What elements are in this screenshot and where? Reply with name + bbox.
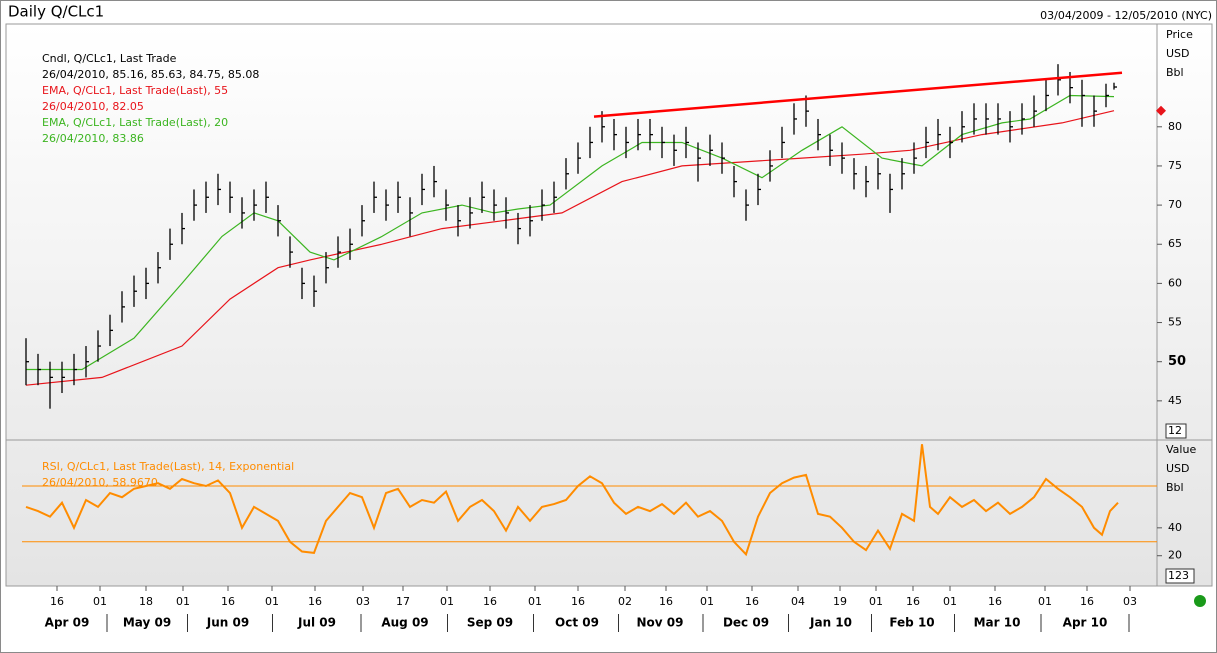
legend-text: RSI, Q/CLc1, Last Trade(Last), 14, Expon…: [42, 460, 294, 473]
rsi-line: [25, 444, 1119, 557]
y-tick-label: 60: [1168, 276, 1182, 289]
y-tick-label: 40: [1168, 521, 1182, 534]
y-tick-label: 50: [1168, 354, 1186, 369]
scale-box-label: 12: [1168, 424, 1182, 437]
x-tick-label: 01: [700, 595, 714, 608]
x-tick-label: 02: [618, 595, 632, 608]
panel-bg: [5, 23, 1213, 587]
month-label: Sep 09: [467, 616, 513, 630]
x-tick-label: 03: [356, 595, 370, 608]
ema-line: [25, 110, 1115, 386]
x-tick-label: 01: [528, 595, 542, 608]
trendline: [593, 71, 1123, 118]
x-tick-label: 16: [50, 595, 64, 608]
month-label: May 09: [123, 616, 171, 630]
legend-text: 26/04/2010, 85.16, 85.63, 84.75, 85.08: [42, 68, 259, 81]
month-label: Jul 09: [297, 616, 336, 630]
legend-text: 26/04/2010, 82.05: [42, 100, 144, 113]
axis-label: Bbl: [1166, 66, 1184, 79]
y-tick-label: 65: [1168, 237, 1182, 250]
month-label: Jan 10: [809, 616, 852, 630]
axis-label: Bbl: [1166, 481, 1184, 494]
month-label: Mar 10: [974, 616, 1021, 630]
x-tick-label: 16: [745, 595, 759, 608]
y-tick-label: 45: [1168, 394, 1182, 407]
y-tick-label: 75: [1168, 159, 1182, 172]
month-label: Oct 09: [555, 616, 599, 630]
status-light: [1194, 595, 1206, 607]
axis-label: USD: [1166, 47, 1190, 60]
legend-text: 26/04/2010, 58.9670: [42, 476, 158, 489]
x-tick-label: 01: [1038, 595, 1052, 608]
x-tick-label: 19: [833, 595, 847, 608]
month-label: Apr 09: [45, 616, 90, 630]
x-tick-label: 01: [869, 595, 883, 608]
month-label: Dec 09: [723, 616, 769, 630]
axis-label: Price: [1166, 28, 1193, 41]
x-tick-label: 16: [988, 595, 1002, 608]
y-tick-label: 55: [1168, 316, 1182, 329]
month-label: Feb 10: [889, 616, 934, 630]
scale-box-label: 123: [1168, 569, 1189, 582]
ema-line: [26, 94, 1115, 371]
y-tick-label: 20: [1168, 549, 1182, 562]
x-tick-label: 18: [139, 595, 153, 608]
x-tick-label: 16: [906, 595, 920, 608]
scale-box: [1165, 568, 1195, 584]
x-tick-label: 16: [571, 595, 585, 608]
x-tick-label: 16: [483, 595, 497, 608]
axis-label: Value: [1166, 443, 1196, 456]
x-tick-label: 16: [659, 595, 673, 608]
y-tick-label: 80: [1168, 120, 1182, 133]
last-value-marker: [1156, 105, 1166, 116]
x-tick-label: 01: [943, 595, 957, 608]
month-label: Jun 09: [206, 616, 249, 630]
legend-text: EMA, Q/CLc1, Last Trade(Last), 55: [42, 84, 228, 97]
month-label: Nov 09: [637, 616, 684, 630]
scale-box: [1165, 423, 1187, 439]
x-tick-label: 01: [176, 595, 190, 608]
x-tick-label: 03: [1123, 595, 1137, 608]
axis-label: USD: [1166, 462, 1190, 475]
month-label: Apr 10: [1063, 616, 1108, 630]
legend-text: EMA, Q/CLc1, Last Trade(Last), 20: [42, 116, 228, 129]
date-range: 03/04/2009 - 12/05/2010 (NYC): [1040, 9, 1212, 22]
x-tick-label: 16: [308, 595, 322, 608]
x-tick-label: 01: [440, 595, 454, 608]
page-title: Daily Q/CLc1: [8, 3, 104, 21]
x-tick-label: 04: [791, 595, 805, 608]
x-tick-label: 16: [1080, 595, 1094, 608]
legend-text: 26/04/2010, 83.86: [42, 132, 144, 145]
x-tick-label: 01: [93, 595, 107, 608]
x-tick-label: 16: [221, 595, 235, 608]
legend-text: Cndl, Q/CLc1, Last Trade: [42, 52, 177, 65]
y-tick-label: 70: [1168, 198, 1182, 211]
x-tick-label: 17: [396, 595, 410, 608]
month-label: Aug 09: [381, 616, 428, 630]
x-tick-label: 01: [265, 595, 279, 608]
